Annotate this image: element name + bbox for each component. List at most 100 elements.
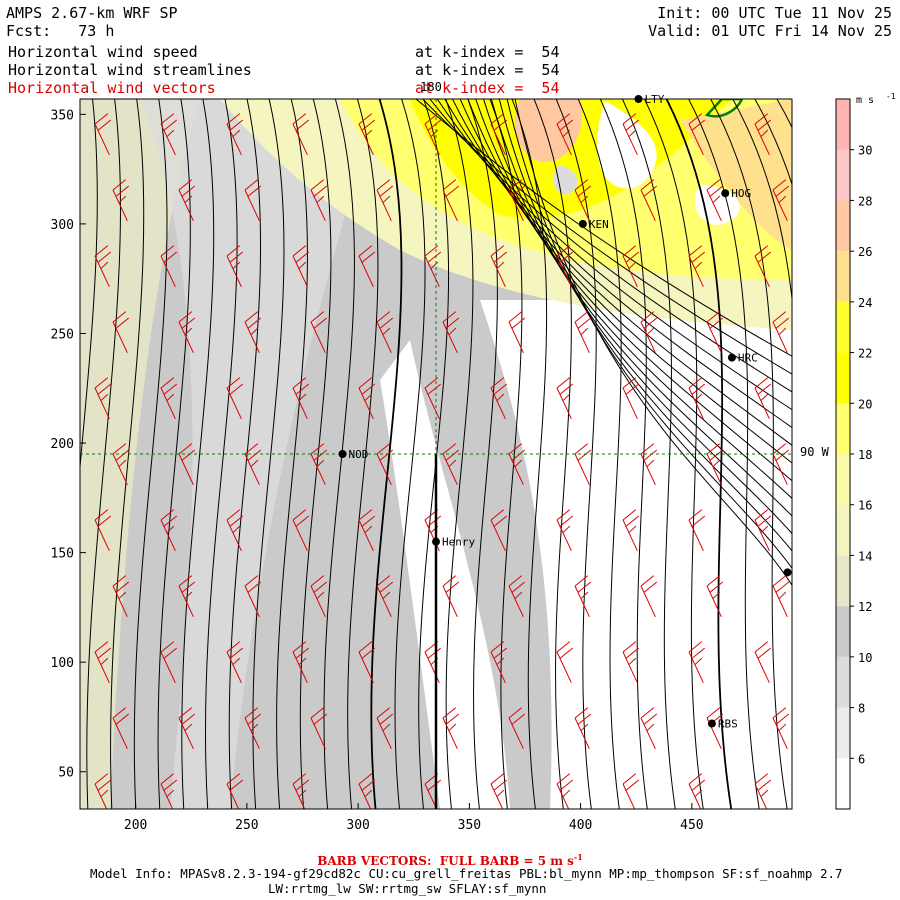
barb-shaft [424,255,440,288]
barb-flag [295,251,310,263]
barb-shaft [178,453,194,486]
barb-flag [496,261,505,270]
wind-barb [490,245,508,288]
wind-barb [490,509,508,552]
colorbar-bin [836,99,850,150]
colorbar-tick-label: 6 [858,752,865,766]
station-marker [578,219,587,228]
wind-barb [244,575,262,618]
barb-flag [643,185,658,197]
barb-flag [112,443,127,455]
barb-shaft [706,189,722,222]
barb-shaft [706,321,722,354]
barb-flag [775,581,790,593]
wind-barb [376,179,394,222]
wind-barb [226,509,244,552]
wind-barb [508,707,526,750]
barb-flag [511,185,526,197]
barb-flag [622,245,637,257]
barb-flag [628,261,637,270]
colorbar-bin [836,352,850,404]
barb-flag [376,179,391,191]
barb-flag [160,113,175,125]
barb-flag [754,773,769,785]
barb-flag [562,789,571,798]
barb-shaft [556,519,572,552]
wind-barb [490,773,508,809]
barb-shaft [574,717,590,750]
barb-flag [361,779,376,791]
streamline [511,99,548,809]
streamline [665,99,733,809]
wind-barb [706,311,724,354]
barb-flag [250,327,259,336]
barb-shaft [622,783,638,809]
wind-barb [178,707,196,750]
barb-flag [427,779,442,791]
streamline [467,99,498,809]
barb-flag [580,195,589,204]
barb-flag [427,515,442,527]
colorbar-tick-label: 18 [858,448,872,462]
barb-flag [292,509,307,521]
wind-barb [754,641,772,684]
wind-barb [622,113,640,156]
barb-flag [427,383,442,395]
barb-flag [226,641,241,653]
barb-flag [358,773,373,785]
barb-flag [361,383,376,395]
barb-flag [295,515,310,527]
colorbar-bin [836,555,850,607]
barb-flag [313,449,328,461]
colorbar-tick-label: 20 [858,397,872,411]
barb-shaft [244,453,260,486]
barb-flag [556,641,571,653]
barb-shaft [112,321,128,354]
barb-flag [448,723,457,732]
x-tick-label: 200 [124,818,147,833]
wind-barb [160,245,178,288]
wind-barb [292,113,310,156]
barb-shaft [358,783,374,809]
station-marker [432,537,440,546]
barb-flag [181,581,196,593]
barb-flag [559,779,574,791]
barb-flag [772,443,787,455]
barb-flag [244,179,259,191]
barb-flag [361,647,376,659]
field-level-streamlines: at k-index = 54 [415,61,560,79]
barb-shaft [178,717,194,750]
barb-shaft [376,585,392,618]
barb-flag [295,383,310,395]
barb-flag [379,581,394,593]
barb-flag [298,393,307,402]
barb-shaft [292,255,308,288]
wind-barb [574,443,592,486]
barb-flag [310,179,325,191]
wind-barb [226,641,244,684]
barb-flag [229,779,244,791]
wind-barb [556,377,574,420]
barb-flag [358,113,373,125]
barb-flag [493,515,508,527]
barb-shaft [358,651,374,684]
barb-flag [160,245,175,257]
barb-flag [313,185,328,197]
barb-flag [163,515,178,527]
barb-flag [160,641,175,653]
barb-flag [181,317,196,329]
barb-flag [292,641,307,653]
barb-flag [94,113,109,125]
wind-barb [358,377,376,420]
wind-barb [244,443,262,486]
barb-shaft [490,255,506,288]
barb-flag [514,459,523,468]
barb-shaft [442,321,458,354]
streamline [429,99,792,393]
wind-barb [508,179,526,222]
barb-shaft [772,453,788,486]
barb-flag [775,713,790,725]
colorbar-unit-exp: -1 [886,92,896,101]
barb-flag [112,179,127,191]
barb-flag [760,129,769,138]
